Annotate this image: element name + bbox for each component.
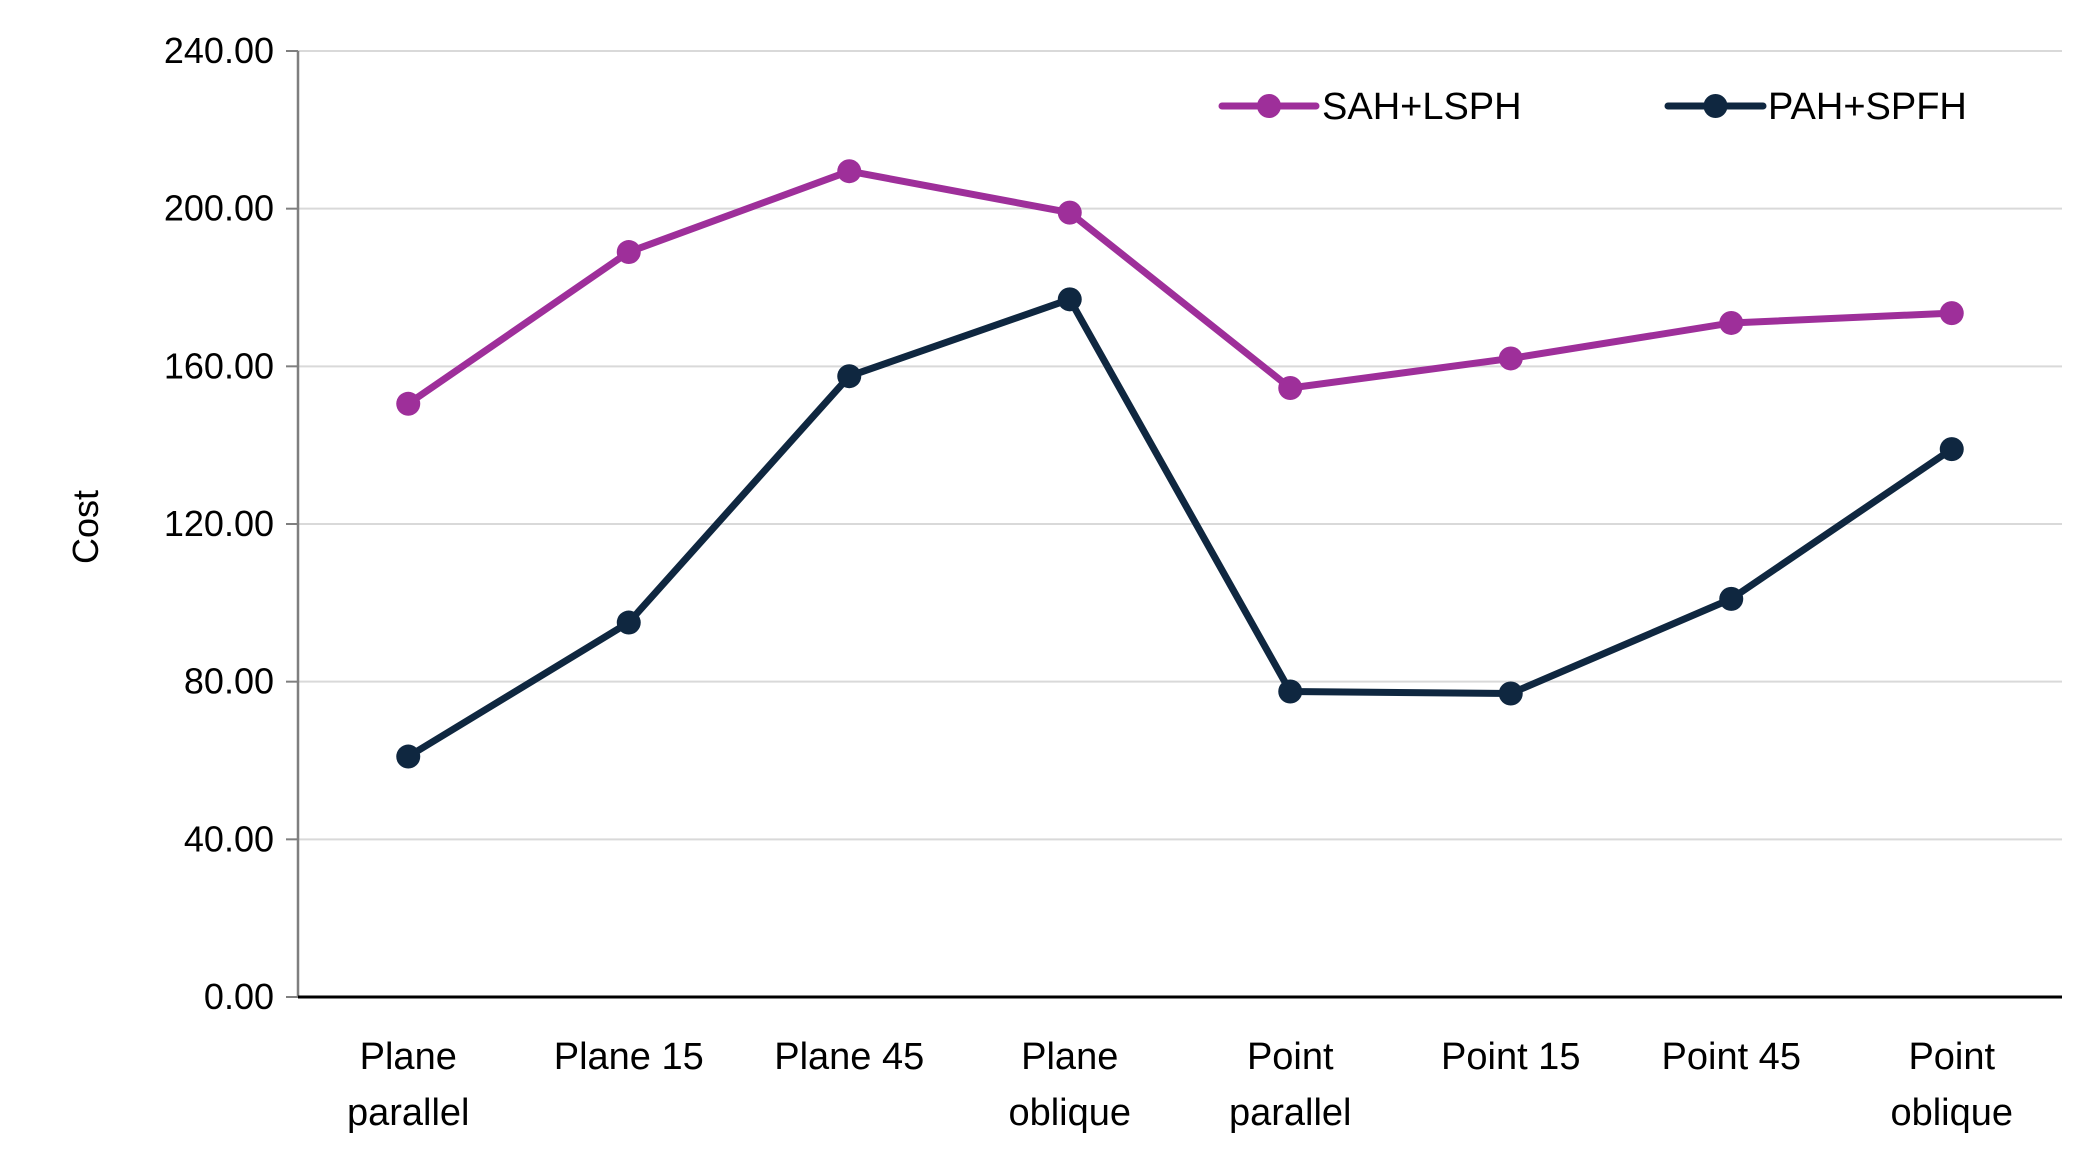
- data-point: [1278, 376, 1303, 401]
- x-category-label-line: parallel: [1229, 1092, 1352, 1134]
- y-tick-label: 200.00: [164, 188, 274, 229]
- data-point: [616, 240, 641, 265]
- series-lines: [396, 159, 1964, 769]
- data-point: [1057, 287, 1082, 312]
- series-line: [404, 167, 1956, 408]
- legend-marker: [1257, 94, 1281, 118]
- x-category-label: Plane 45: [774, 1036, 924, 1078]
- y-tick-label: 240.00: [164, 30, 274, 71]
- x-category-label-line: oblique: [1008, 1092, 1131, 1134]
- x-category-label: Point 45: [1662, 1036, 1801, 1078]
- x-category-label: Plane parallel: [347, 1036, 470, 1134]
- x-category-label: Plane 15: [554, 1036, 704, 1078]
- x-category-label: Point oblique: [1890, 1036, 2013, 1134]
- data-point: [1057, 200, 1082, 225]
- x-category-label-line: Point: [1247, 1036, 1334, 1078]
- x-category-label-line: Point: [1908, 1036, 1995, 1078]
- legend-item: PAH+SPFH: [1664, 86, 1967, 128]
- x-category-label-line: Plane: [1021, 1036, 1118, 1078]
- gridlines: [298, 50, 2062, 841]
- axis-labels: 0.00 40.00 80.00 120.00 160.00 200.00 240.00 Pl…: [164, 30, 2013, 1134]
- x-category-label: Point 15: [1441, 1036, 1580, 1078]
- series-line: [404, 295, 1956, 761]
- legend-label: PAH+SPFH: [1768, 86, 1967, 128]
- data-point: [396, 744, 421, 769]
- data-point: [1939, 437, 1964, 462]
- y-tick-label: 160.00: [164, 345, 274, 386]
- data-point: [837, 364, 862, 389]
- y-axis-title: Cost: [65, 490, 106, 564]
- y-tick-label: 80.00: [184, 661, 274, 702]
- x-category-label-line: Point 15: [1441, 1036, 1580, 1078]
- x-category-label-line: Plane 15: [554, 1036, 704, 1078]
- data-point: [1278, 679, 1303, 704]
- x-category-label-line: Plane: [360, 1036, 457, 1078]
- x-category-label-line: Plane 45: [774, 1036, 924, 1078]
- x-category-label: Point parallel: [1229, 1036, 1352, 1134]
- legend-marker: [1703, 94, 1728, 118]
- legend-label: SAH+LSPH: [1322, 86, 1522, 128]
- y-tick-label: 120.00: [164, 503, 274, 544]
- data-point: [837, 159, 862, 184]
- data-point: [1719, 310, 1744, 335]
- axes: [286, 50, 2062, 999]
- data-point: [1939, 301, 1964, 326]
- legend-item: SAH+LSPH: [1218, 86, 1522, 128]
- x-category-label-line: parallel: [347, 1092, 470, 1134]
- x-category-label-line: oblique: [1890, 1092, 2013, 1134]
- data-point: [616, 610, 641, 635]
- data-point: [1498, 681, 1523, 706]
- series-pah-spfh: [396, 287, 1964, 769]
- data-point: [396, 391, 421, 416]
- y-tick-label: 40.00: [184, 818, 274, 859]
- series-sah-lsph: [396, 159, 1964, 416]
- y-tick-label: 0.00: [204, 976, 274, 1017]
- x-category-label: Plane oblique: [1008, 1036, 1131, 1134]
- data-point: [1719, 586, 1744, 611]
- x-category-label-line: Point 45: [1662, 1036, 1801, 1078]
- data-point: [1498, 346, 1523, 371]
- legend: SAH+LSPH PAH+SPFH: [1218, 86, 1967, 128]
